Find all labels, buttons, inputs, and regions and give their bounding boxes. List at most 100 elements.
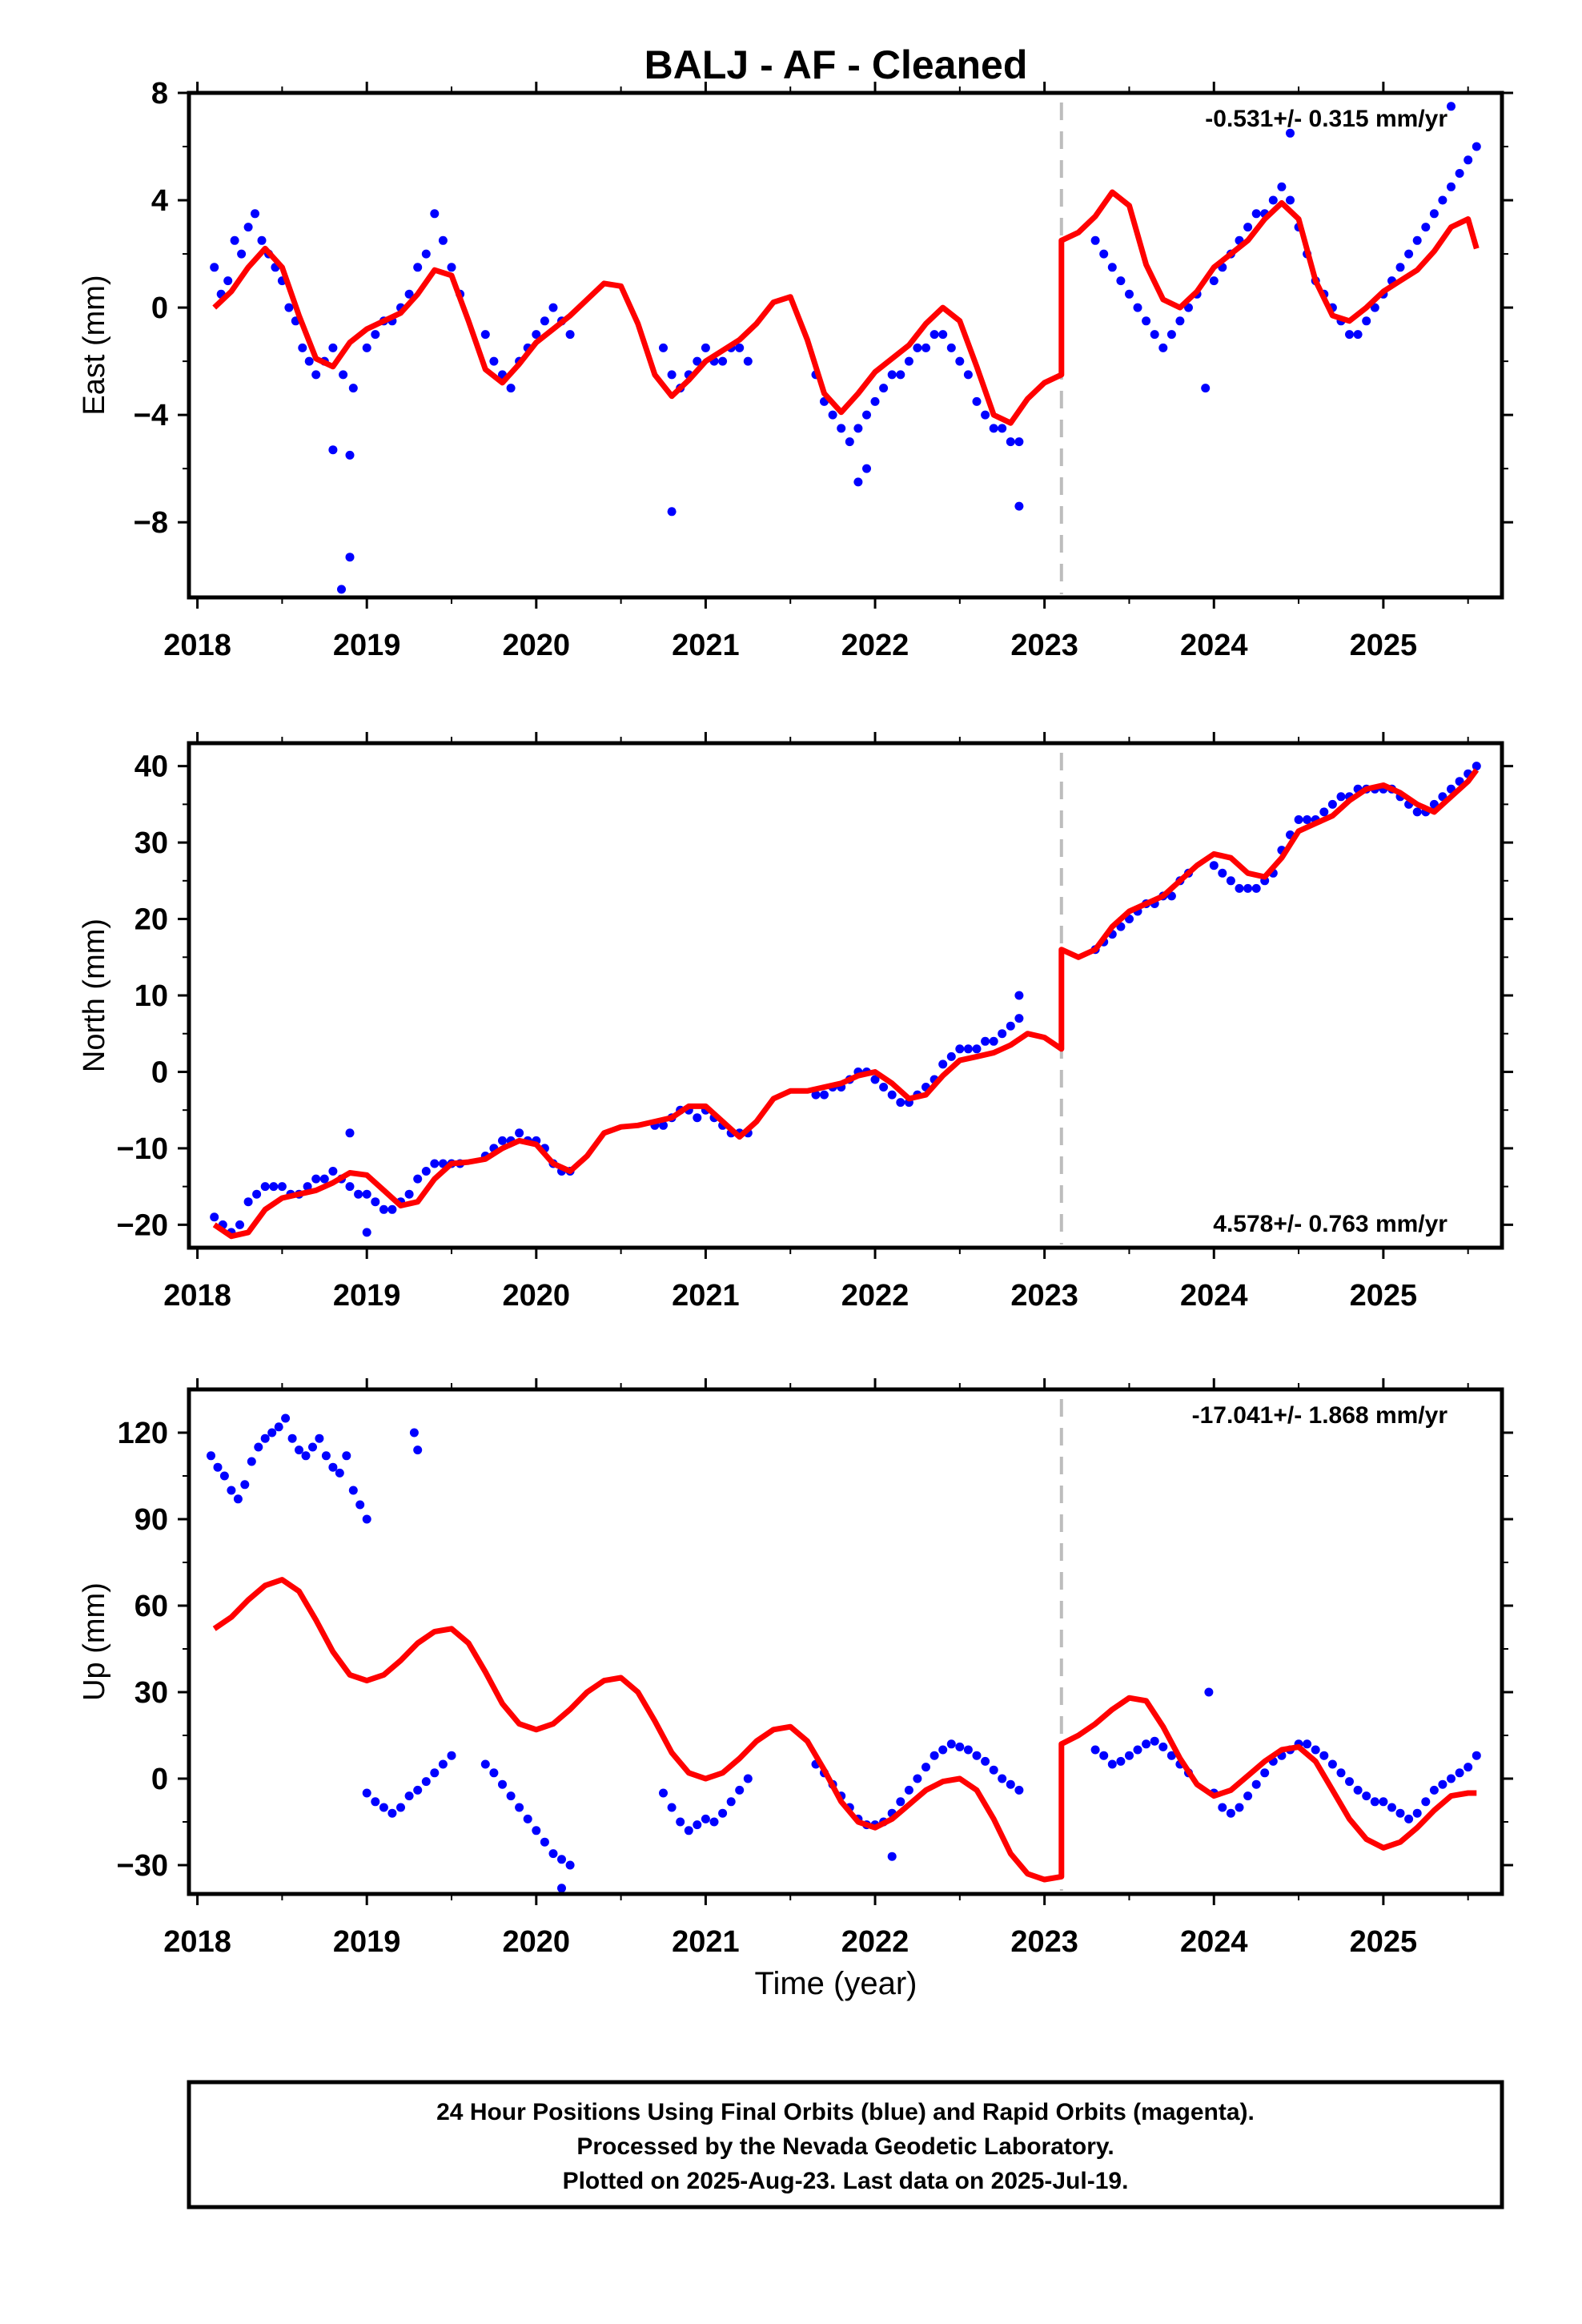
data-point: [362, 1228, 371, 1237]
data-point: [862, 464, 871, 473]
data-point: [1243, 223, 1253, 232]
data-point: [379, 1204, 388, 1214]
data-point: [498, 1136, 507, 1145]
data-point: [693, 1820, 702, 1830]
data-point: [998, 424, 1007, 433]
data-point: [421, 249, 431, 259]
data-point: [1014, 501, 1024, 511]
data-point: [1204, 1687, 1214, 1697]
data-point: [1107, 263, 1117, 272]
y-tick-label: 0: [151, 1763, 168, 1796]
data-point: [1412, 1808, 1422, 1818]
data-point: [1014, 991, 1024, 1000]
y-tick-label: −30: [117, 1849, 168, 1883]
data-point: [287, 1433, 297, 1443]
data-point: [1447, 182, 1456, 191]
data-point: [387, 1808, 397, 1818]
data-point: [348, 384, 358, 393]
model-fit-line: [212, 768, 1480, 1240]
data-point: [298, 343, 307, 352]
data-point: [1404, 1814, 1414, 1823]
data-point: [523, 1814, 532, 1823]
data-point: [1251, 1779, 1261, 1789]
data-point: [447, 263, 456, 272]
y-tick-label: 8: [151, 77, 168, 111]
data-point: [1472, 142, 1481, 151]
plot-frame: [187, 90, 1504, 600]
data-point: [237, 249, 247, 259]
data-point: [362, 1788, 371, 1798]
data-point: [355, 1500, 365, 1510]
data-point: [251, 209, 259, 219]
plot-frame: [187, 1387, 1504, 1896]
data-point: [303, 1182, 312, 1192]
data-point: [998, 1774, 1007, 1783]
data-point: [223, 276, 233, 286]
data-point: [1268, 195, 1278, 205]
data-point: [235, 1220, 244, 1229]
data-point: [972, 396, 982, 406]
x-tick-label: 2023: [1010, 629, 1078, 662]
data-point: [701, 343, 710, 352]
data-point: [438, 235, 448, 245]
data-point: [1116, 1756, 1126, 1766]
data-point: [281, 1413, 291, 1423]
data-point: [1421, 1797, 1431, 1807]
data-point: [1345, 1777, 1354, 1787]
data-point: [284, 303, 294, 312]
data-point: [548, 303, 558, 312]
data-point: [1303, 815, 1312, 824]
data-point: [946, 343, 956, 352]
data-point: [1438, 1779, 1447, 1789]
data-point: [1412, 807, 1422, 817]
data-point: [1421, 223, 1431, 232]
data-point: [701, 1814, 710, 1823]
x-tick-label: 2018: [163, 629, 231, 662]
up-panel: 120 90 60 30 0 −30 2018 2019 2020 2021 2022 2023 202…: [78, 1378, 1513, 1959]
data-point: [989, 424, 998, 433]
y-tick-label: 0: [151, 292, 168, 325]
data-point: [1218, 868, 1227, 878]
data-point: [938, 330, 948, 340]
data-point: [1099, 249, 1109, 259]
data-point: [743, 356, 753, 366]
data-point: [532, 330, 541, 340]
data-point: [921, 343, 930, 352]
data-point: [371, 1797, 380, 1807]
footer-box: [187, 2080, 1504, 2209]
x-tick-label: 2023: [1010, 1925, 1078, 1959]
data-point: [896, 1797, 905, 1807]
data-point: [879, 384, 889, 393]
data-point: [684, 1826, 693, 1835]
y-tick-label: 20: [135, 903, 168, 937]
data-point: [735, 343, 745, 352]
data-point: [1251, 883, 1261, 893]
data-point: [371, 1197, 380, 1207]
data-point: [489, 356, 499, 366]
data-point: [1150, 1736, 1159, 1746]
data-point: [1464, 155, 1473, 165]
data-point: [1142, 316, 1151, 326]
data-point: [348, 1486, 358, 1495]
data-point: [726, 1797, 736, 1807]
data-point: [362, 343, 371, 352]
plot-area: [207, 1413, 1481, 1893]
x-tick-label: 2022: [841, 629, 909, 662]
data-point: [1303, 1739, 1312, 1749]
data-point: [659, 1120, 668, 1130]
data-point: [963, 1745, 973, 1755]
data-point: [1175, 316, 1185, 326]
data-point: [227, 1486, 236, 1495]
data-point: [1133, 303, 1142, 312]
data-point: [354, 1189, 363, 1199]
y-tick-label: 90: [135, 1503, 168, 1537]
data-point: [304, 356, 314, 366]
data-point: [1209, 276, 1219, 286]
data-point: [342, 1451, 351, 1461]
data-point: [252, 1189, 262, 1199]
data-point: [981, 1756, 990, 1766]
data-point: [1166, 330, 1176, 340]
data-point: [1277, 182, 1287, 191]
data-point: [1006, 1021, 1015, 1031]
